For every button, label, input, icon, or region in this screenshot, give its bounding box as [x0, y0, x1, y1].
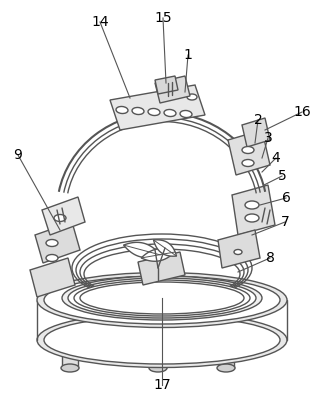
Ellipse shape [44, 316, 280, 364]
Text: 2: 2 [254, 113, 262, 127]
Polygon shape [138, 252, 185, 285]
Text: 15: 15 [154, 11, 172, 25]
Ellipse shape [245, 201, 259, 209]
Ellipse shape [37, 272, 287, 328]
Ellipse shape [217, 364, 235, 372]
Polygon shape [124, 242, 160, 258]
Ellipse shape [46, 240, 58, 246]
Ellipse shape [116, 106, 128, 114]
Ellipse shape [132, 108, 144, 114]
Text: 16: 16 [293, 105, 311, 119]
Ellipse shape [242, 160, 254, 166]
Text: 5: 5 [277, 169, 286, 183]
Text: 8: 8 [266, 251, 275, 265]
Text: 1: 1 [184, 48, 193, 62]
Ellipse shape [61, 341, 79, 349]
Polygon shape [155, 76, 190, 103]
Polygon shape [218, 345, 234, 368]
Ellipse shape [187, 94, 197, 100]
Ellipse shape [149, 341, 167, 349]
Ellipse shape [62, 276, 262, 320]
Polygon shape [42, 197, 85, 235]
Ellipse shape [37, 312, 287, 368]
Ellipse shape [80, 282, 244, 314]
Text: 6: 6 [281, 191, 290, 205]
Ellipse shape [54, 214, 66, 222]
Polygon shape [232, 185, 275, 235]
Text: 9: 9 [13, 148, 22, 162]
Ellipse shape [234, 250, 242, 254]
Ellipse shape [44, 276, 280, 324]
Polygon shape [30, 258, 75, 297]
Polygon shape [35, 222, 80, 263]
Text: 3: 3 [264, 131, 272, 145]
Text: 14: 14 [91, 15, 109, 29]
Ellipse shape [245, 214, 259, 222]
Polygon shape [242, 118, 270, 147]
Polygon shape [141, 249, 175, 261]
Text: 4: 4 [272, 151, 280, 165]
Ellipse shape [46, 254, 58, 262]
Polygon shape [218, 230, 260, 268]
Ellipse shape [149, 364, 167, 372]
Text: 7: 7 [281, 215, 289, 229]
Ellipse shape [164, 110, 176, 116]
Polygon shape [150, 345, 166, 368]
Ellipse shape [217, 341, 235, 349]
Ellipse shape [61, 364, 79, 372]
Polygon shape [62, 345, 78, 368]
Polygon shape [228, 130, 270, 175]
Polygon shape [155, 76, 178, 94]
Text: 17: 17 [153, 378, 171, 392]
Ellipse shape [242, 146, 254, 154]
Ellipse shape [74, 280, 250, 316]
Ellipse shape [180, 110, 192, 118]
Polygon shape [154, 240, 176, 256]
Polygon shape [110, 85, 205, 130]
Ellipse shape [148, 108, 160, 116]
Ellipse shape [68, 278, 256, 318]
